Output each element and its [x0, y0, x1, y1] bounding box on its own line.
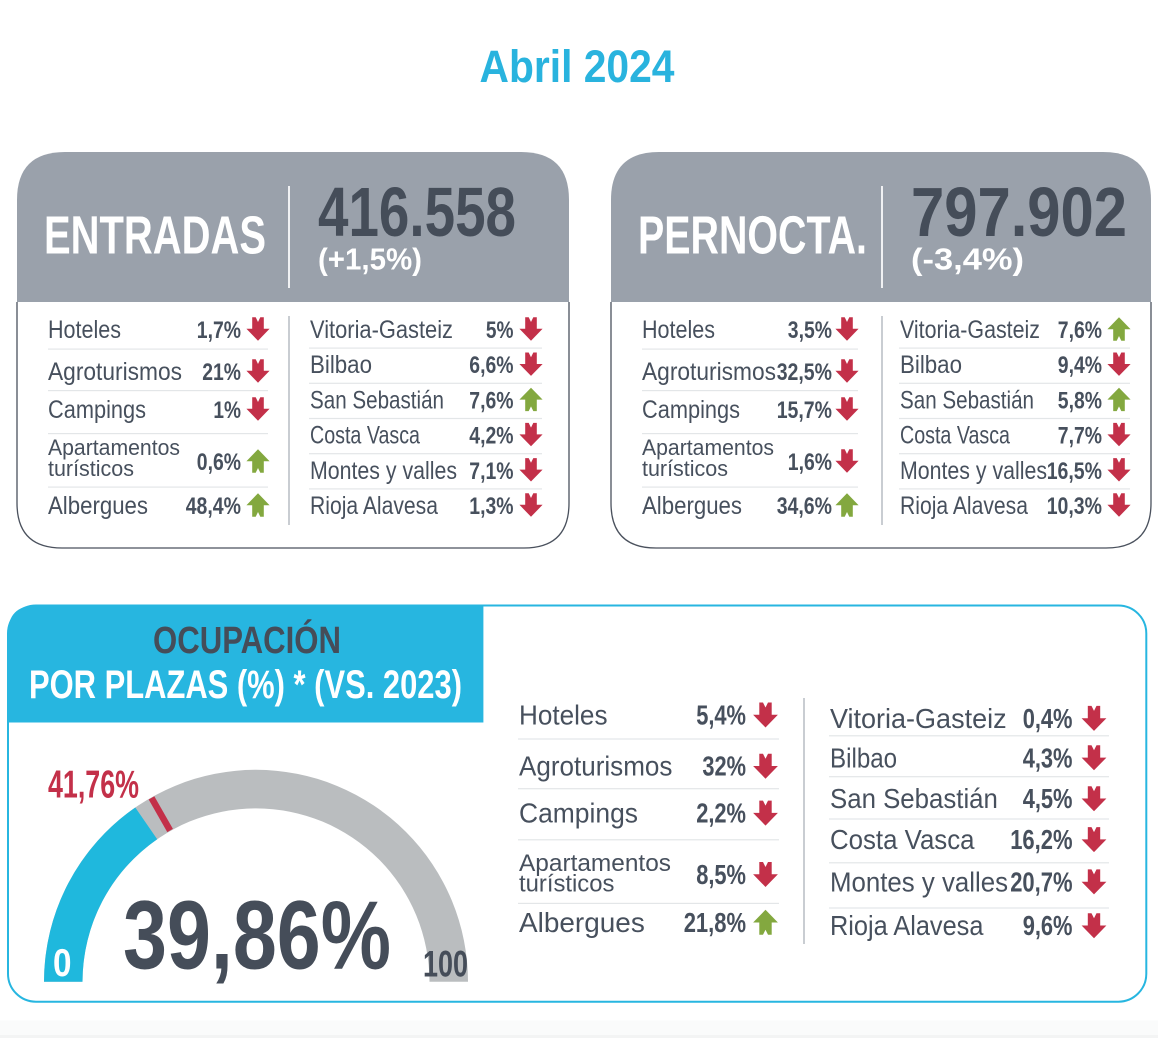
svg-text:turísticos: turísticos [48, 456, 134, 481]
svg-text:15,7%: 15,7% [777, 397, 832, 424]
svg-text:10,3%: 10,3% [1047, 493, 1102, 520]
svg-text:0,6%: 0,6% [197, 449, 241, 476]
svg-text:Apartamentos: Apartamentos [519, 850, 671, 877]
svg-text:4,5%: 4,5% [1023, 783, 1073, 814]
svg-text:Montes y valles: Montes y valles [310, 457, 457, 485]
svg-text:8,5%: 8,5% [696, 859, 746, 890]
svg-text:5,4%: 5,4% [696, 700, 746, 731]
svg-text:turísticos: turísticos [519, 871, 614, 898]
svg-text:7,6%: 7,6% [469, 387, 513, 414]
svg-text:6,6%: 6,6% [469, 352, 513, 379]
svg-text:7,6%: 7,6% [1058, 317, 1102, 344]
svg-text:34,6%: 34,6% [777, 493, 832, 520]
svg-text:Agroturismos: Agroturismos [642, 358, 776, 386]
svg-text:Rioja Alavesa: Rioja Alavesa [900, 492, 1029, 520]
svg-text:16,5%: 16,5% [1047, 458, 1102, 485]
svg-text:Apartamentos: Apartamentos [642, 435, 774, 460]
svg-text:turísticos: turísticos [642, 456, 728, 481]
svg-text:San Sebastián: San Sebastián [310, 386, 444, 414]
svg-text:Montes y valles: Montes y valles [900, 457, 1047, 485]
svg-text:41,76%: 41,76% [48, 764, 139, 807]
svg-text:Bilbao: Bilbao [310, 351, 372, 379]
svg-text:Agroturismos: Agroturismos [48, 358, 182, 386]
svg-text:ENTRADAS: ENTRADAS [44, 207, 266, 266]
svg-text:21%: 21% [202, 359, 241, 386]
svg-text:Bilbao: Bilbao [900, 351, 962, 379]
svg-text:1%: 1% [213, 397, 241, 424]
svg-text:Campings: Campings [48, 396, 146, 424]
svg-text:32,5%: 32,5% [777, 359, 832, 386]
svg-text:3,5%: 3,5% [788, 317, 832, 344]
svg-text:Vitoria-Gasteiz: Vitoria-Gasteiz [310, 316, 453, 344]
svg-text:21,8%: 21,8% [684, 907, 746, 938]
svg-text:San Sebastián: San Sebastián [900, 386, 1034, 414]
svg-text:Albergues: Albergues [519, 907, 645, 938]
svg-text:OCUPACIÓN: OCUPACIÓN [153, 619, 341, 661]
svg-text:1,6%: 1,6% [788, 449, 832, 476]
svg-text:Vitoria-Gasteiz: Vitoria-Gasteiz [830, 703, 1007, 734]
svg-text:7,7%: 7,7% [1058, 423, 1102, 450]
svg-text:100: 100 [423, 944, 468, 985]
svg-text:Costa Vasca: Costa Vasca [900, 422, 1011, 450]
svg-text:32%: 32% [702, 751, 746, 782]
svg-text:Hoteles: Hoteles [519, 700, 608, 731]
svg-text:5%: 5% [486, 317, 514, 344]
svg-text:(-3,4%): (-3,4%) [911, 243, 1024, 277]
svg-text:9,6%: 9,6% [1023, 910, 1073, 941]
svg-text:Agroturismos: Agroturismos [519, 751, 672, 782]
svg-text:Hoteles: Hoteles [642, 316, 715, 344]
svg-text:POR PLAZAS (%) * (VS. 2023): POR PLAZAS (%) * (VS. 2023) [29, 662, 462, 707]
svg-text:Vitoria-Gasteiz: Vitoria-Gasteiz [900, 316, 1040, 344]
svg-text:797.902: 797.902 [911, 173, 1127, 251]
svg-text:4,2%: 4,2% [469, 423, 513, 450]
svg-text:48,4%: 48,4% [186, 493, 241, 520]
svg-text:Campings: Campings [519, 798, 638, 829]
svg-text:7,1%: 7,1% [469, 458, 513, 485]
svg-text:416.558: 416.558 [318, 173, 516, 251]
svg-text:20,7%: 20,7% [1010, 866, 1072, 897]
svg-text:Costa Vasca: Costa Vasca [310, 422, 421, 450]
svg-text:16,2%: 16,2% [1010, 824, 1072, 855]
svg-text:1,3%: 1,3% [469, 493, 513, 520]
svg-text:39,86%: 39,86% [123, 881, 391, 990]
svg-text:0,4%: 0,4% [1023, 703, 1073, 734]
svg-text:Albergues: Albergues [642, 492, 742, 520]
svg-text:5,8%: 5,8% [1058, 387, 1102, 414]
svg-text:1,7%: 1,7% [197, 317, 241, 344]
svg-text:Albergues: Albergues [48, 492, 148, 520]
svg-text:Apartamentos: Apartamentos [48, 435, 180, 460]
svg-text:Costa Vasca: Costa Vasca [830, 824, 975, 855]
svg-text:Hoteles: Hoteles [48, 316, 121, 344]
svg-text:Abril 2024: Abril 2024 [480, 41, 675, 92]
svg-text:0: 0 [53, 942, 72, 985]
svg-text:4,3%: 4,3% [1023, 742, 1073, 773]
svg-text:Rioja Alavesa: Rioja Alavesa [310, 492, 439, 520]
svg-text:PERNOCTA.: PERNOCTA. [638, 207, 867, 266]
svg-text:San Sebastián: San Sebastián [830, 783, 998, 814]
svg-text:(+1,5%): (+1,5%) [318, 243, 422, 277]
svg-text:9,4%: 9,4% [1058, 352, 1102, 379]
svg-text:Bilbao: Bilbao [830, 742, 897, 773]
svg-text:2,2%: 2,2% [696, 798, 746, 829]
svg-text:Rioja Alavesa: Rioja Alavesa [830, 910, 984, 941]
svg-text:Montes y valles: Montes y valles [830, 866, 1008, 897]
svg-text:Campings: Campings [642, 396, 740, 424]
